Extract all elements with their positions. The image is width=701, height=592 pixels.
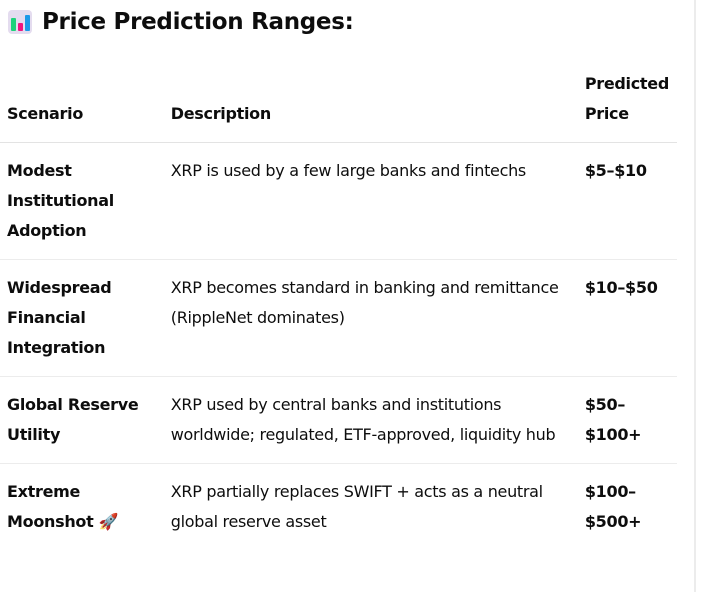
section-heading: Price Prediction Ranges: <box>8 4 354 40</box>
description-cell: XRP is used by a few large banks and fin… <box>170 161 527 180</box>
description-cell: XRP partially replaces SWIFT + acts as a… <box>170 482 543 531</box>
price-cell: $10–$50 <box>584 278 658 297</box>
header-description: Description <box>170 104 271 123</box>
header-predicted-price: Predicted Price <box>578 56 677 143</box>
bar-chart-icon <box>8 10 32 34</box>
table-row: Extreme Moonshot 🚀 XRP partially replace… <box>0 464 677 551</box>
price-cell: $50–$100+ <box>584 395 642 444</box>
header-scenario: Scenario <box>7 104 84 123</box>
scrollbar[interactable] <box>694 0 696 592</box>
description-cell: XRP becomes standard in banking and remi… <box>170 278 559 327</box>
scenario-cell: Widespread Financial Integration <box>7 278 112 357</box>
table-row: Modest Institutional Adoption XRP is use… <box>0 143 677 260</box>
header-predicted-price-text: Predicted Price <box>584 74 669 123</box>
price-cell: $100–$500+ <box>584 482 642 531</box>
scenario-cell: Modest Institutional Adoption <box>7 161 114 240</box>
description-cell: XRP used by central banks and institutio… <box>170 395 556 444</box>
table-row: Widespread Financial Integration XRP bec… <box>0 260 677 377</box>
scenario-cell: Global Reserve Utility <box>7 395 139 444</box>
price-cell: $5–$10 <box>584 161 647 180</box>
section-title: Price Prediction Ranges: <box>42 9 354 35</box>
table-header-row: Scenario Description Predicted Price <box>0 56 677 143</box>
table-row: Global Reserve Utility XRP used by centr… <box>0 377 677 464</box>
price-prediction-table: Scenario Description Predicted Price Mod… <box>0 56 677 550</box>
scenario-cell: Extreme Moonshot 🚀 <box>7 482 119 531</box>
